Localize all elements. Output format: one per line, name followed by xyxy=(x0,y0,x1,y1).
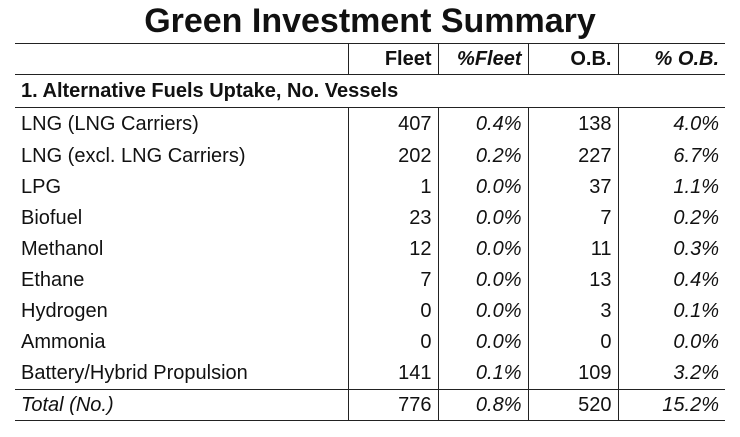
page-title: Green Investment Summary xyxy=(144,2,596,40)
row-pct-ob: 0.0% xyxy=(673,331,719,353)
row-ob: 0 xyxy=(528,327,619,358)
total-fleet: 776 xyxy=(348,389,439,421)
row-fleet: 0 xyxy=(348,296,439,327)
header-pct-ob: % O.B. xyxy=(618,43,725,75)
row-label: Ethane xyxy=(15,265,349,296)
row-pct-fleet: 0.1% xyxy=(438,358,529,390)
row-fleet: 407 xyxy=(348,107,439,141)
row-ob: 138 xyxy=(528,107,619,141)
total-pct-ob: 15.2% xyxy=(618,389,725,421)
row-ob: 11 xyxy=(528,234,619,265)
row-fleet: 0 xyxy=(348,327,439,358)
row-pct-ob: 0.3% xyxy=(673,238,719,260)
row-pct-ob: 0.2% xyxy=(673,207,719,229)
header-pct-fleet: %Fleet xyxy=(438,43,529,75)
header-fleet: Fleet xyxy=(348,43,439,75)
table-row: Ethane 7 0.0% 13 0.4% xyxy=(15,265,725,296)
row-label: Hydrogen xyxy=(15,296,349,327)
row-fleet: 23 xyxy=(348,203,439,234)
table-row: Methanol 12 0.0% 11 0.3% xyxy=(15,234,725,265)
row-fleet: 141 xyxy=(348,358,439,390)
header-label-cell xyxy=(15,43,349,75)
row-pct-ob: 4.0% xyxy=(673,113,719,135)
row-pct-fleet: 0.0% xyxy=(438,203,529,234)
row-fleet: 1 xyxy=(348,172,439,203)
row-ob: 37 xyxy=(528,172,619,203)
row-pct-ob: 6.7% xyxy=(673,145,719,167)
investment-table: Fleet %Fleet O.B. % O.B. 1. Alternative … xyxy=(15,43,725,421)
total-ob: 520 xyxy=(528,389,619,421)
total-pct-fleet: 0.8% xyxy=(438,389,529,421)
row-pct-ob: 0.1% xyxy=(673,300,719,322)
row-ob: 109 xyxy=(528,358,619,390)
row-pct-ob: 0.4% xyxy=(673,269,719,291)
row-label: Methanol xyxy=(15,234,349,265)
row-pct-fleet: 0.4% xyxy=(438,107,529,141)
section-title: 1. Alternative Fuels Uptake, No. Vessels xyxy=(15,74,725,108)
total-label: Total (No.) xyxy=(15,389,349,421)
table-row: LPG 1 0.0% 37 1.1% xyxy=(15,172,725,203)
table-row: Hydrogen 0 0.0% 3 0.1% xyxy=(15,296,725,327)
row-pct-ob: 1.1% xyxy=(673,176,719,198)
row-label: LNG (LNG Carriers) xyxy=(15,107,349,141)
row-label: LPG xyxy=(15,172,349,203)
row-fleet: 7 xyxy=(348,265,439,296)
section-header-row: 1. Alternative Fuels Uptake, No. Vessels xyxy=(15,74,725,108)
row-ob: 3 xyxy=(528,296,619,327)
row-fleet: 202 xyxy=(348,141,439,172)
header-ob: O.B. xyxy=(528,43,619,75)
table-row: Biofuel 23 0.0% 7 0.2% xyxy=(15,203,725,234)
row-pct-fleet: 0.0% xyxy=(438,296,529,327)
row-label: Biofuel xyxy=(15,203,349,234)
row-ob: 227 xyxy=(528,141,619,172)
row-pct-ob: 3.2% xyxy=(673,362,719,384)
total-row: Total (No.) 776 0.8% 520 15.2% xyxy=(15,389,725,421)
row-label: Ammonia xyxy=(15,327,349,358)
row-pct-fleet: 0.0% xyxy=(438,327,529,358)
header-row: Fleet %Fleet O.B. % O.B. xyxy=(15,43,725,75)
row-pct-fleet: 0.0% xyxy=(438,265,529,296)
row-label: LNG (excl. LNG Carriers) xyxy=(15,141,349,172)
row-ob: 13 xyxy=(528,265,619,296)
row-ob: 7 xyxy=(528,203,619,234)
table-row: LNG (LNG Carriers) 407 0.4% 138 4.0% xyxy=(15,107,725,141)
row-pct-fleet: 0.0% xyxy=(438,172,529,203)
row-fleet: 12 xyxy=(348,234,439,265)
table-row: LNG (excl. LNG Carriers) 202 0.2% 227 6.… xyxy=(15,141,725,172)
table-row: Ammonia 0 0.0% 0 0.0% xyxy=(15,327,725,358)
table-row: Battery/Hybrid Propulsion 141 0.1% 109 3… xyxy=(15,358,725,390)
row-pct-fleet: 0.2% xyxy=(438,141,529,172)
row-label: Battery/Hybrid Propulsion xyxy=(15,358,349,390)
row-pct-fleet: 0.0% xyxy=(438,234,529,265)
